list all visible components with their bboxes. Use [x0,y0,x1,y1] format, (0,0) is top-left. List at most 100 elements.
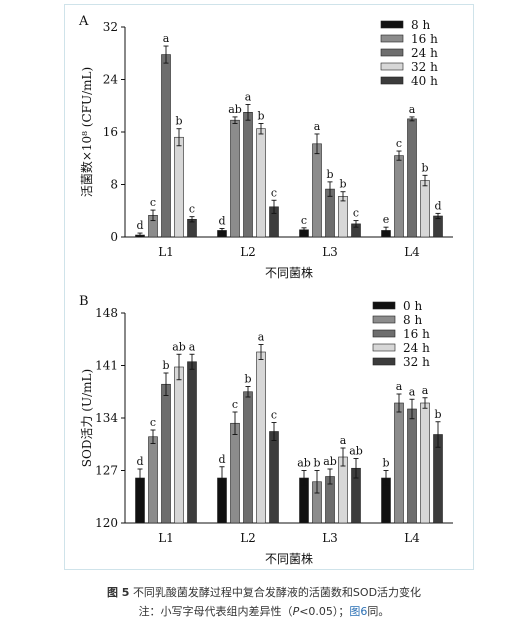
panel-b-y-tick-label: 127 [95,464,118,478]
figure-6-link[interactable]: 图6 [349,605,368,618]
panel-b-x-tick-label: L4 [404,531,420,545]
panel-a-y-tick-label: 16 [103,125,118,139]
panel-a-bar [433,215,443,238]
panel-a-y-tick-label: 24 [103,73,119,87]
panel-b-bar [338,456,348,524]
note-mid: <0.05）； [299,605,350,618]
panel-b-y-tick-label: 148 [95,306,118,320]
panel-a-bar [243,112,253,238]
panel-b-legend-swatch [372,315,396,324]
panel-b-legend-swatch [372,329,396,338]
panel-b-bar [407,408,417,524]
panel-a-x-tick-label: L3 [322,245,338,259]
panel-a-bar [338,196,348,238]
note-prefix: 注：小写字母代表组内差异性（ [138,605,293,618]
panel-a-bar [161,54,171,238]
panel-a-significance-label: b [326,168,333,181]
panel-a-y-axis-title: 活菌数×10⁸ (CFU/mL) [79,67,94,197]
panel-a-legend-label: 40 h [411,74,438,88]
panel-a-significance-label: b [175,115,182,128]
panel-a-significance-label: d [136,219,143,232]
panel-b-legend-label: 16 h [403,327,430,341]
panel-a-legend-label: 16 h [411,32,438,46]
panel-b-legend-label: 8 h [403,313,422,327]
panel-b-x-axis-title: 不同菌株 [265,551,313,566]
panel-a-x-tick-label: L1 [158,245,174,259]
panel-a-bar [420,180,430,238]
panel-b-y-tick-label: 141 [95,359,118,373]
note-p: P [292,605,300,618]
panel-b-legend-swatch [372,301,396,310]
panel-a-significance-label: d [218,214,225,227]
panel-b-label: B [79,294,89,309]
panel-a-bar [394,155,404,238]
figure-frame: A 0 8 16 24 32 活菌数×10⁸ (CFU/mL) d c a b c L1 d ab a b c L2… [64,4,474,570]
panel-b-bar [174,366,184,524]
panel-a-significance-label: c [301,214,307,227]
panel-a-significance-label: a [245,90,252,103]
panel-b-bar [243,391,253,524]
panel-b-legend-swatch [372,357,396,366]
panel-b-bar [256,351,266,524]
panel-b-bar [148,436,158,524]
panel-a-x-tick-label: L4 [404,245,420,259]
panel-a-significance-label: a [163,32,170,45]
panel-b-significance-label: a [258,331,265,344]
panel-b-y-tick-label: 120 [95,516,118,530]
panel-b-significance-label: ab [349,445,363,458]
panel-a-x-axis-title: 不同菌株 [265,265,313,280]
figure-note: 注：小写字母代表组内差异性（P<0.05）；图6同。 [0,603,528,619]
panel-a-legend-swatch [380,76,404,85]
panel-a-significance-label: c [396,137,402,150]
panel-a-significance-label: b [339,178,346,191]
panel-a-bar [174,136,184,238]
panel-a-significance-label: d [434,199,441,212]
panel-b-significance-label: b [434,408,441,421]
panel-a-bar [312,143,322,238]
panel-b-bar [394,402,404,524]
panel-a-bar [256,128,266,238]
panel-a-significance-label: e [383,213,390,226]
panel-a-bar [230,119,240,238]
panel-a-significance-label: b [421,161,428,174]
panel-b-bar [161,383,171,524]
panel-b-bar [269,431,279,524]
panel-a-significance-label: c [271,186,277,199]
panel-b-significance-label: c [232,398,238,411]
note-suffix: 同。 [367,605,390,618]
panel-b-y-axis-title: SOD活力 (U/mL) [80,369,94,467]
panel-b-significance-label: c [271,409,277,422]
panel-b-significance-label: d [218,453,225,466]
panel-b-significance-label: ab [297,457,311,470]
panel-b-significance-label: d [136,455,143,468]
panel-b-significance-label: b [382,457,389,470]
panel-a-significance-label: a [314,120,321,133]
panel-a-significance-label: c [353,207,359,220]
panel-b-significance-label: c [150,416,156,429]
panel-a-legend-label: 32 h [411,60,438,74]
figure-title: 不同乳酸菌发酵过程中复合发酵液的活菌数和SOD活力变化 [132,586,422,599]
panel-b-legend-label: 32 h [403,355,430,369]
panel-b-legend-label: 0 h [403,299,422,313]
panel-b-significance-label: ab [323,455,337,468]
panel-b-x-tick-label: L1 [158,531,174,545]
panel-b-bar [433,434,443,524]
panel-b-significance-label: a [396,380,403,393]
panel-b-significance-label: ab [172,340,186,353]
panel-a-legend-swatch [380,20,404,29]
panel-a-y-tick-label: 32 [103,20,118,34]
panel-a-y-tick-label: 0 [110,230,118,244]
panel-a-x-tick-label: L2 [240,245,256,259]
panel-b-legend-label: 24 h [403,341,430,355]
panel-b-significance-label: a [340,434,347,447]
panel-a-bar [407,118,417,238]
figure-label: 图 5 [106,586,130,599]
panel-a-significance-label: ab [228,103,242,116]
panel-b-significance-label: a [409,385,416,398]
figure-caption: 图 5 不同乳酸菌发酵过程中复合发酵液的活菌数和SOD活力变化 [0,584,528,600]
panel-a-legend-swatch [380,34,404,43]
panel-b-bar [420,402,430,524]
panel-b-bar [187,361,197,524]
panel-a-legend-label: 24 h [411,46,438,60]
panel-a-legend-label: 8 h [411,18,430,32]
